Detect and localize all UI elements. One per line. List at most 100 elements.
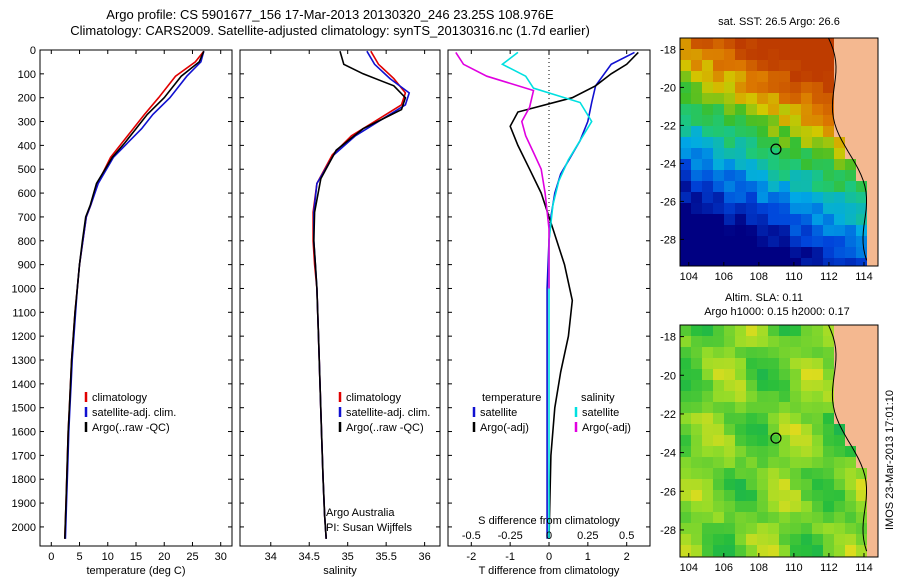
map-cell (801, 203, 813, 215)
map-cell (713, 358, 725, 370)
map-cell (702, 446, 714, 458)
map-cell (768, 435, 780, 447)
map-cell (702, 148, 714, 160)
map-cell (801, 336, 813, 348)
map-cell (735, 225, 747, 237)
map-cell (812, 446, 824, 458)
map-cell (768, 534, 780, 546)
map-cell (746, 203, 758, 215)
map-cell (845, 60, 857, 72)
legend-label: Argo(..raw -QC) (346, 422, 424, 434)
map-cell (724, 115, 736, 127)
map-cell (801, 247, 813, 259)
map-cell (801, 501, 813, 513)
map-cell (867, 534, 878, 546)
map-cell (680, 225, 692, 237)
y-tick-label: 100 (18, 69, 36, 81)
map-cell (779, 137, 791, 149)
y-tick-label: -20 (660, 370, 676, 382)
map-cell (790, 490, 802, 502)
map-cell (735, 325, 747, 337)
map-cell (757, 402, 769, 414)
map-cell (856, 523, 868, 535)
map-cell (779, 236, 791, 248)
map-cell (790, 203, 802, 215)
map-cell (823, 424, 835, 436)
map-cell (779, 258, 791, 266)
x-tick-label: 34 (265, 551, 277, 563)
map-cell (724, 512, 736, 524)
map-cell (823, 347, 835, 359)
map-cell (845, 181, 857, 193)
map-cell (713, 60, 725, 72)
map-cell (757, 236, 769, 248)
map-cell (713, 159, 725, 171)
map-cell (757, 336, 769, 348)
map-cell (735, 380, 747, 392)
map-cell (790, 523, 802, 535)
map-cell (867, 49, 878, 61)
map-cell (735, 82, 747, 94)
map-cell (856, 435, 868, 447)
map-cell (812, 545, 824, 557)
map-cell (823, 534, 835, 546)
map-cell (812, 214, 824, 226)
map-cell (724, 380, 736, 392)
map-cell (691, 203, 703, 215)
map-cell (757, 159, 769, 171)
map-cell (746, 181, 758, 193)
map-cell (856, 192, 868, 204)
map-cell (834, 159, 846, 171)
map-cell (724, 214, 736, 226)
map-cell (834, 402, 846, 414)
map-cell (713, 380, 725, 392)
map-cell (724, 60, 736, 72)
map-cell (834, 325, 846, 337)
map-cell (845, 225, 857, 237)
map-cell (746, 192, 758, 204)
map-cell (702, 71, 714, 83)
y-tick-label: -28 (660, 234, 676, 246)
x-tick-label-s: -0.5 (462, 530, 481, 542)
map-cell (746, 126, 758, 138)
map-cell (867, 192, 878, 204)
map-cell (680, 71, 692, 83)
map-cell (768, 457, 780, 469)
map-cell (713, 347, 725, 359)
map-cell (757, 258, 769, 266)
map-cell (823, 181, 835, 193)
map-cell (779, 225, 791, 237)
map-cell (779, 490, 791, 502)
map-cell (801, 358, 813, 370)
map-cell (702, 501, 714, 513)
map-cell (856, 490, 868, 502)
map-cell (867, 236, 878, 248)
map-cell (823, 236, 835, 248)
map-cell (768, 38, 780, 50)
legend-label: Argo(-adj) (480, 422, 529, 434)
map-cell (845, 380, 857, 392)
x-tick-label: 110 (785, 271, 803, 283)
map-cell (812, 512, 824, 524)
map-cell (724, 391, 736, 403)
argo-position-marker (770, 432, 782, 444)
figure-title-line1: Argo profile: CS 5901677_156 17-Mar-2013… (106, 7, 554, 22)
map-cell (779, 126, 791, 138)
imos-timestamp: IMOS 23-Mar-2013 17:01:10 (884, 390, 896, 530)
map-cell (790, 435, 802, 447)
map-cell (823, 468, 835, 480)
map-cell (713, 82, 725, 94)
map-cell (867, 523, 878, 535)
map-cell (790, 413, 802, 425)
map-cell (856, 402, 868, 414)
map-cell (680, 49, 692, 61)
map-cell (691, 424, 703, 436)
map-cell (856, 325, 868, 337)
series-group (455, 50, 639, 546)
legend-label: climatology (346, 392, 402, 404)
map-cell (779, 391, 791, 403)
map-cell (834, 446, 846, 458)
x-tick-label-s: 0.5 (619, 530, 634, 542)
map-cell (867, 247, 878, 259)
legend-label: climatology (92, 392, 148, 404)
